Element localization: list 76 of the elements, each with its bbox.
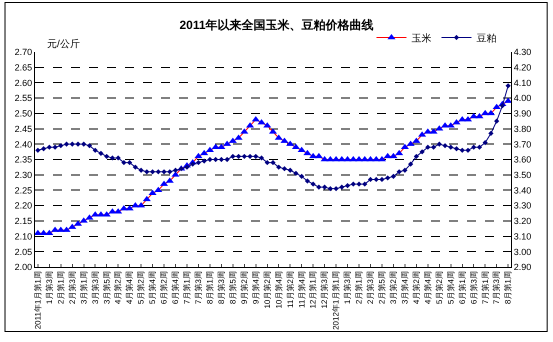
y-tick-label: 2.60 bbox=[14, 78, 32, 88]
x-tick-label: 8月第1周 bbox=[206, 271, 215, 304]
x-tick-label: 5月第2周 bbox=[434, 271, 444, 304]
y-tick-label: 2.45 bbox=[14, 124, 32, 134]
y2-tick-label: 3.40 bbox=[514, 185, 532, 196]
y-tick-label: 2.30 bbox=[14, 170, 32, 180]
x-tick-label: 4月第2周 bbox=[114, 271, 123, 304]
x-tick-label: 7月第1周 bbox=[480, 271, 490, 304]
x-tick-label: 12月第1周 bbox=[308, 271, 318, 309]
y-tick-label: 2.40 bbox=[14, 139, 32, 150]
x-tick-label: 9月第4周 bbox=[251, 271, 260, 304]
x-tick-label: 2月第1周 bbox=[56, 271, 66, 304]
x-tick-label: 12月第3周 bbox=[320, 271, 330, 309]
x-tick-label: 6月第1周 bbox=[458, 271, 467, 304]
y-tick-label: 2.65 bbox=[14, 62, 32, 73]
x-tick-label: 9月第2周 bbox=[240, 271, 249, 304]
x-tick-label: 5月第4周 bbox=[446, 271, 456, 304]
y2-tick-label: 3.80 bbox=[514, 124, 532, 134]
legend-label: 豆粕 bbox=[476, 33, 496, 44]
x-tick-label: 11月第2周 bbox=[286, 271, 295, 308]
x-tick-label: 11月第4周 bbox=[297, 271, 306, 308]
x-tick-label: 6月第2周 bbox=[160, 271, 169, 304]
y2-tick-label: 3.50 bbox=[514, 170, 532, 180]
x-tick-label: 6月第3周 bbox=[469, 271, 478, 304]
x-tick-label: 1月第3周 bbox=[44, 271, 54, 304]
y-tick-label: 2.20 bbox=[14, 200, 32, 211]
y2-tick-label: 2.90 bbox=[514, 262, 532, 272]
y-tick-label: 2.00 bbox=[14, 262, 32, 272]
x-tick-label: 5月第2周 bbox=[136, 271, 146, 304]
x-tick-label: 10月第2周 bbox=[262, 271, 272, 309]
y-tick-label: 2.15 bbox=[14, 216, 32, 226]
x-tick-label: 4月第4周 bbox=[125, 271, 134, 304]
x-tick-label: 3月第2周 bbox=[389, 271, 398, 304]
y-tick-label: 2.35 bbox=[14, 154, 32, 165]
x-tick-label: 7月第3周 bbox=[492, 271, 502, 304]
y2-tick-label: 3.20 bbox=[514, 216, 532, 226]
x-tick-label: 6月第4周 bbox=[171, 271, 180, 304]
x-tick-label: 5月第4周 bbox=[148, 271, 158, 304]
y2-tick-label: 3.90 bbox=[514, 108, 532, 119]
y2-tick-label: 3.00 bbox=[514, 246, 532, 257]
x-tick-label: 2月第1周 bbox=[354, 271, 364, 304]
x-tick-label: 4月第4周 bbox=[423, 271, 432, 304]
x-tick-label: 7月第1周 bbox=[182, 271, 192, 304]
x-tick-label: 2012年1月第1周 bbox=[332, 271, 341, 330]
y-tick-label: 2.50 bbox=[14, 108, 32, 119]
x-tick-label: 1月第3周 bbox=[343, 271, 352, 304]
x-tick-label: 4月第2周 bbox=[412, 271, 421, 304]
y-axis-title: 元/公斤 bbox=[47, 38, 80, 50]
y-tick-label: 2.25 bbox=[14, 185, 32, 196]
y2-tick-label: 4.30 bbox=[514, 47, 532, 58]
x-tick-label: 2月第3周 bbox=[366, 271, 376, 304]
x-tick-label: 3月第1周 bbox=[79, 271, 88, 304]
y2-tick-label: 3.10 bbox=[514, 231, 532, 242]
y-tick-label: 2.70 bbox=[14, 47, 32, 58]
x-tick-label: 2月第5周 bbox=[378, 271, 387, 304]
y-tick-label: 2.10 bbox=[14, 231, 32, 242]
x-tick-label: 2011年1月第1周 bbox=[33, 271, 42, 330]
x-tick-label: 7月第3周 bbox=[194, 271, 204, 304]
legend-label: 玉米 bbox=[411, 32, 432, 44]
y2-tick-label: 4.10 bbox=[514, 78, 532, 88]
y-tick-label: 2.55 bbox=[14, 93, 32, 104]
y2-tick-label: 4.20 bbox=[514, 62, 532, 73]
x-tick-label: 8月第1周 bbox=[504, 271, 513, 304]
x-tick-label: 3月第5周 bbox=[102, 271, 112, 304]
y2-tick-label: 3.30 bbox=[514, 200, 532, 211]
x-tick-label: 2月第3周 bbox=[68, 271, 77, 304]
chart-title: 2011年以来全国玉米、豆粕价格曲线 bbox=[179, 18, 374, 32]
y2-tick-label: 3.60 bbox=[514, 154, 532, 165]
y2-tick-label: 3.70 bbox=[514, 139, 532, 150]
x-tick-label: 8月第3周 bbox=[216, 271, 226, 304]
y-tick-label: 2.05 bbox=[14, 246, 32, 257]
x-tick-label: 8月第5周 bbox=[228, 271, 238, 304]
y2-tick-label: 4.00 bbox=[514, 93, 532, 104]
x-tick-label: 3月第3周 bbox=[90, 271, 100, 304]
x-tick-label: 3月第4周 bbox=[400, 271, 410, 304]
x-tick-label: 10月第4周 bbox=[274, 271, 284, 309]
